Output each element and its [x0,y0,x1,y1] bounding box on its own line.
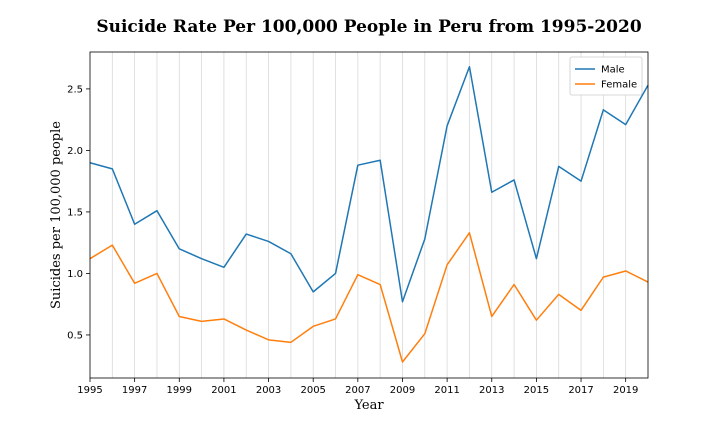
y-axis-label: Suicides per 100,000 people [49,121,64,309]
data-point-male [602,109,604,111]
x-tick-label: 2013 [479,385,504,396]
data-point-male [491,191,493,193]
data-point-female [223,318,225,320]
data-point-female [111,244,113,246]
data-point-male [245,233,247,235]
x-tick-label: 2001 [211,385,236,396]
x-axis-label: Year [353,398,384,413]
data-point-male [290,253,292,255]
x-tick-label: 1995 [77,385,102,396]
data-point-female [401,361,403,363]
data-point-female [357,273,359,275]
tick-layer: 1995 1997 1999 2001 2003 2005 2007 2009 2011 2013… [67,84,638,396]
y-tick-label: 2.0 [67,146,83,157]
data-point-male [312,291,314,293]
chart-title: Suicide Rate Per 100,000 People in Peru … [96,17,642,37]
data-point-female [200,320,202,322]
data-point-male [200,257,202,259]
data-point-male [223,266,225,268]
x-tick-label: 2017 [568,385,593,396]
data-point-male [156,209,158,211]
series-line-female [89,232,649,363]
legend-box [569,56,643,96]
data-point-male [468,66,470,68]
x-tick-label: 2011 [434,385,459,396]
data-point-female [535,319,537,321]
data-point-male [357,164,359,166]
x-tick-label: 2003 [256,385,281,396]
x-tick-label: 2009 [390,385,415,396]
data-point-female [491,315,493,317]
series-layer [89,66,649,363]
data-point-female [267,339,269,341]
y-tick-label: 2.5 [67,84,83,95]
x-tick-label: 1999 [167,385,192,396]
data-point-female [133,282,135,284]
data-point-male [401,301,403,303]
data-point-male [624,123,626,125]
legend-label-male: Male [601,65,625,76]
y-tick-label: 1.0 [67,269,83,280]
data-point-female [624,270,626,272]
x-tick-label: 2005 [300,385,325,396]
data-point-female [513,283,515,285]
series-line-male [89,66,649,303]
legend-label-female: Female [601,80,637,91]
data-point-female [245,329,247,331]
data-point-female [558,293,560,295]
y-tick-label: 1.5 [67,207,83,218]
data-point-female [156,272,158,274]
grid [111,52,627,378]
data-point-male [379,159,381,161]
data-point-female [468,232,470,234]
data-point-male [267,240,269,242]
plot-frame [89,51,649,379]
data-point-male [178,248,180,250]
data-point-female [446,264,448,266]
data-point-female [424,333,426,335]
y-tick-label: 0.5 [67,330,83,341]
data-point-female [334,318,336,320]
x-tick-label: 2019 [613,385,638,396]
data-point-female [178,315,180,317]
data-point-male [446,125,448,127]
data-point-male [334,272,336,274]
legend: Male Female [569,56,643,96]
data-point-male [133,223,135,225]
data-point-male [558,165,560,167]
data-point-female [602,276,604,278]
data-point-male [580,180,582,182]
data-point-male [535,257,537,259]
x-tick-label: 1997 [122,385,147,396]
data-point-female [580,309,582,311]
data-point-female [290,341,292,343]
x-tick-label: 2015 [524,385,549,396]
data-point-male [424,238,426,240]
data-point-male [513,179,515,181]
data-point-male [111,168,113,170]
data-point-female [379,283,381,285]
data-point-female [312,325,314,327]
x-tick-label: 2007 [345,385,370,396]
